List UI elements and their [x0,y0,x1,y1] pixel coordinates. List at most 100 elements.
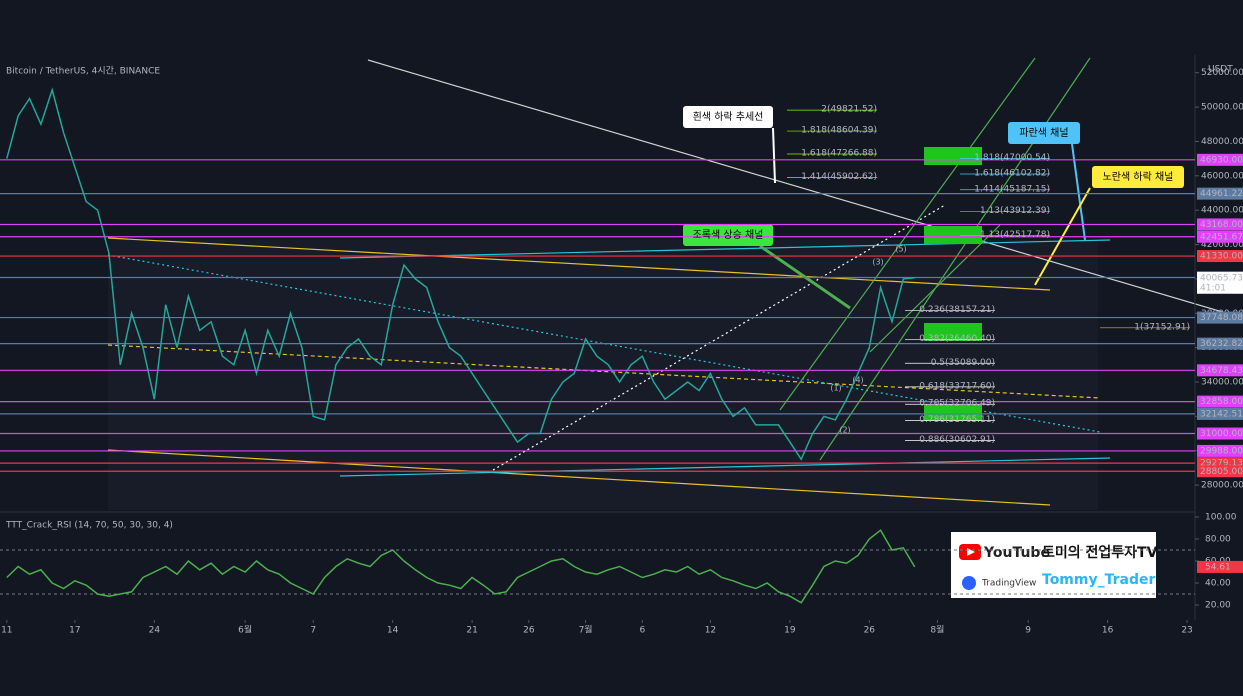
chart-title: Bitcoin / TetherUS, 4시간, BINANCE [6,66,160,77]
x-tick-label: 9 [1025,626,1031,636]
x-tick-label: 26 [864,626,876,636]
fib-label: 1.618(46102.82) [974,169,1050,179]
callout: 노란색 하락 채널 [1103,170,1174,183]
rsi-last: 54.61 [1205,562,1231,572]
wave-label: (2) [839,426,850,435]
fib-label: 0.618(33717.60) [919,381,995,391]
y-tick-label: 34000.00 [1201,377,1243,387]
level-label: 34678.43 [1200,366,1243,376]
countdown: 41:01 [1200,283,1226,293]
rsi-line [6,529,916,604]
wave-label: (5) [895,245,906,254]
wave-label: (4) [852,376,863,385]
x-tick-label: 16 [1102,626,1114,636]
y-tick-label: 28000.00 [1201,481,1243,491]
y-tick-label: 50000.00 [1201,103,1243,113]
level-box [1197,153,1243,166]
x-tick-label: 19 [784,626,796,636]
drawings [0,55,1243,620]
level-box [1197,407,1243,420]
fib-label: 1(37152.91) [1134,322,1190,332]
callout: 파란색 채널 [1019,127,1068,139]
level-box [1197,218,1243,231]
y-tick-label: 44000.00 [1201,206,1243,216]
level-label: 29279.13 [1200,459,1243,469]
channel-label: 토미의 전업투자TV [1042,544,1158,561]
handle-label: Tommy_Trader [1042,572,1155,588]
level-label: 36232.82 [1200,339,1243,349]
fib-label: 1.13(43912.39) [980,206,1050,216]
level-box [1197,427,1243,440]
fib-label: 0.705(32706.49) [919,399,995,409]
rsi-box [1197,560,1243,573]
level-label: 43168.00 [1200,220,1243,230]
x-tick-label: 6월 [238,624,252,636]
currency: USDT [1208,65,1233,75]
y-tick-label: 42000.00 [1201,240,1243,250]
fib-label: 1.414(45187.15) [974,184,1050,194]
current-price: 40065.73 [1200,273,1243,283]
youtube-label: YouTube [983,545,1050,561]
level-box [1197,364,1243,377]
fib-label: 0.236(38157.21) [919,305,995,315]
y-tick-label: 20.00 [1205,601,1231,611]
callout: 흰색 하락 추세선 [693,110,764,123]
level-label: 29988.00 [1200,446,1243,456]
wave-label: (1) [830,384,841,393]
fib-label: 2(49821.52) [821,105,877,115]
x-tick-label: 7월 [579,624,593,636]
fib-label: 0.5(35089.00) [931,358,995,368]
fib-label: 1.818(48604.39) [801,126,877,136]
price-box [1197,271,1243,294]
x-tick-label: 6 [639,626,645,636]
level-label: 44961.22 [1200,189,1243,199]
fib-label: 1.818(47000.54) [974,153,1050,163]
x-tick-label: 8월 [930,624,944,636]
level-label: 28805.00 [1200,467,1243,477]
fib-label: 0.382(36460.40) [919,334,995,344]
y-tick-label: 48000.00 [1201,137,1243,147]
x-tick-label: 7 [310,626,316,636]
x-tick-label: 12 [705,626,716,636]
x-tick-label: 26 [523,626,535,636]
rsi-title: TTT_Crack_RSI (14, 70, 50, 30, 30, 4) [5,521,173,531]
level-label: 32858.00 [1200,397,1243,407]
level-box [1197,250,1243,263]
level-label: 31000.00 [1200,429,1243,439]
x-tick-label: 11 [1,626,12,636]
level-box [1197,444,1243,457]
x-tick-label: 21 [466,626,477,636]
y-tick-label: 46000.00 [1201,171,1243,181]
level-box [1197,337,1243,350]
fib-label: 1.618(47266.88) [801,149,877,159]
level-box [1197,395,1243,408]
callout: 조록색 상승 채널 [693,229,764,241]
tradingview-label: TradingView [981,579,1036,589]
x-tick-label: 23 [1181,626,1192,636]
level-box [1197,465,1243,478]
fib-label: 0.786(31765.11) [919,415,995,425]
level-label: 46930.00 [1200,155,1243,165]
x-tick-label: 17 [69,626,80,636]
y-tick-label: 40.00 [1205,579,1231,589]
y-tick-label: 80.00 [1205,534,1231,544]
logo: YouTube 토미의 전업투자TV TradingView Tommy_Tra… [951,532,1158,598]
level-box [1197,311,1243,324]
level-label: 32142.51 [1200,409,1243,419]
fib-label: 0.886(30602.91) [919,435,995,445]
y-tick-label: 100.00 [1205,512,1237,522]
y-tick-label: 52000.00 [1201,68,1243,78]
x-tick-label: 24 [149,626,161,636]
level-label: 37748.08 [1200,313,1243,323]
x-tick-label: 14 [387,626,399,636]
level-box [1197,187,1243,200]
level-label: 41330.00 [1200,252,1243,262]
fib-label: 1.414(45902.62) [801,172,877,182]
level-box [1197,230,1243,243]
price-line [6,87,915,461]
fib-label: 1.13(42517.78) [980,230,1050,240]
wave-label: (3) [872,258,883,267]
level-label: 42451.67 [1200,232,1243,242]
